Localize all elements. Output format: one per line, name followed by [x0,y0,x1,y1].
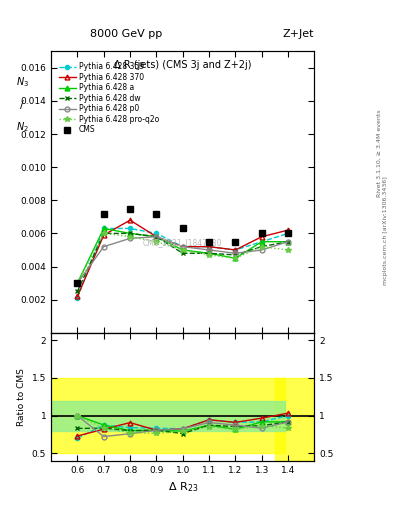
Line: Pythia 6.428 359: Pythia 6.428 359 [75,226,290,300]
Text: Rivet 3.1.10, ≥ 3.4M events: Rivet 3.1.10, ≥ 3.4M events [377,110,382,198]
Pythia 6.428 dw [286,239,290,245]
Pythia 6.428 a [75,280,80,286]
Pythia 6.428 pro-q2o [154,239,159,245]
Pythia 6.428 370 [180,244,185,250]
Bar [275,378,314,461]
Pythia 6.428 370 [75,293,80,300]
Pythia 6.428 pro-q2o [128,233,132,240]
Line: Pythia 6.428 370: Pythia 6.428 370 [75,218,290,299]
Pythia 6.428 a [207,250,211,257]
Pythia 6.428 dw [207,250,211,257]
CMS [154,210,159,217]
Pythia 6.428 pro-q2o [180,247,185,253]
Text: $N_3$: $N_3$ [16,75,29,89]
Text: Z+Jet: Z+Jet [283,29,314,39]
Y-axis label: Ratio to CMS: Ratio to CMS [17,368,26,426]
Pythia 6.428 359 [286,230,290,237]
Pythia 6.428 359 [154,230,159,237]
Pythia 6.428 370 [233,247,238,253]
Line: CMS: CMS [74,205,292,287]
Pythia 6.428 p0 [180,244,185,250]
Pythia 6.428 370 [286,227,290,233]
Pythia 6.428 a [180,247,185,253]
Pythia 6.428 359 [128,225,132,231]
Pythia 6.428 pro-q2o [101,230,106,237]
Pythia 6.428 dw [259,244,264,250]
X-axis label: $\Delta\ \mathrm{R}_{23}$: $\Delta\ \mathrm{R}_{23}$ [167,480,198,494]
Pythia 6.428 dw [75,288,80,294]
Line: Pythia 6.428 a: Pythia 6.428 a [75,226,290,286]
Pythia 6.428 dw [180,250,185,257]
Pythia 6.428 p0 [233,250,238,257]
Text: mcplots.cern.ch [arXiv:1306.3436]: mcplots.cern.ch [arXiv:1306.3436] [383,176,387,285]
Pythia 6.428 p0 [259,247,264,253]
CMS [259,230,264,237]
CMS [180,225,185,231]
Pythia 6.428 dw [101,230,106,237]
CMS [128,205,132,211]
Legend: Pythia 6.428 359, Pythia 6.428 370, Pythia 6.428 a, Pythia 6.428 dw, Pythia 6.42: Pythia 6.428 359, Pythia 6.428 370, Pyth… [57,60,161,136]
Pythia 6.428 359 [207,244,211,250]
Pythia 6.428 dw [154,233,159,240]
Text: 8000 GeV pp: 8000 GeV pp [90,29,162,39]
Pythia 6.428 dw [128,230,132,237]
Pythia 6.428 370 [128,217,132,223]
Pythia 6.428 370 [259,233,264,240]
Text: CMS_2021_I1847230: CMS_2021_I1847230 [143,238,222,247]
Pythia 6.428 pro-q2o [207,252,211,258]
Pythia 6.428 370 [207,244,211,250]
Pythia 6.428 359 [233,247,238,253]
Text: $/$: $/$ [19,97,25,111]
Pythia 6.428 p0 [207,247,211,253]
Pythia 6.428 359 [259,239,264,245]
Pythia 6.428 370 [101,232,106,238]
Pythia 6.428 370 [154,233,159,240]
Pythia 6.428 359 [180,244,185,250]
Pythia 6.428 dw [233,252,238,258]
Pythia 6.428 p0 [286,239,290,245]
CMS [101,210,106,217]
Pythia 6.428 pro-q2o [233,255,238,261]
Pythia 6.428 p0 [154,233,159,240]
Pythia 6.428 pro-q2o [75,280,80,286]
Bar [51,400,285,431]
Pythia 6.428 a [259,239,264,245]
Pythia 6.428 a [128,230,132,237]
Text: Δ R (jets) (CMS 3j and Z+2j): Δ R (jets) (CMS 3j and Z+2j) [114,60,252,70]
CMS [286,230,290,237]
Pythia 6.428 a [233,255,238,261]
Pythia 6.428 359 [75,295,80,301]
Pythia 6.428 p0 [128,236,132,242]
CMS [207,239,211,245]
Pythia 6.428 359 [101,225,106,231]
Pythia 6.428 pro-q2o [259,244,264,250]
Pythia 6.428 p0 [75,280,80,286]
Pythia 6.428 a [286,239,290,245]
Pythia 6.428 pro-q2o [286,247,290,253]
Bar [51,378,285,453]
Line: Pythia 6.428 dw: Pythia 6.428 dw [75,231,290,294]
Text: $N_2$: $N_2$ [16,120,29,134]
Pythia 6.428 a [154,233,159,240]
Line: Pythia 6.428 p0: Pythia 6.428 p0 [75,234,290,286]
CMS [233,239,238,245]
Pythia 6.428 a [101,225,106,231]
CMS [75,280,80,286]
Line: Pythia 6.428 pro-q2o: Pythia 6.428 pro-q2o [75,230,291,286]
Pythia 6.428 p0 [101,244,106,250]
